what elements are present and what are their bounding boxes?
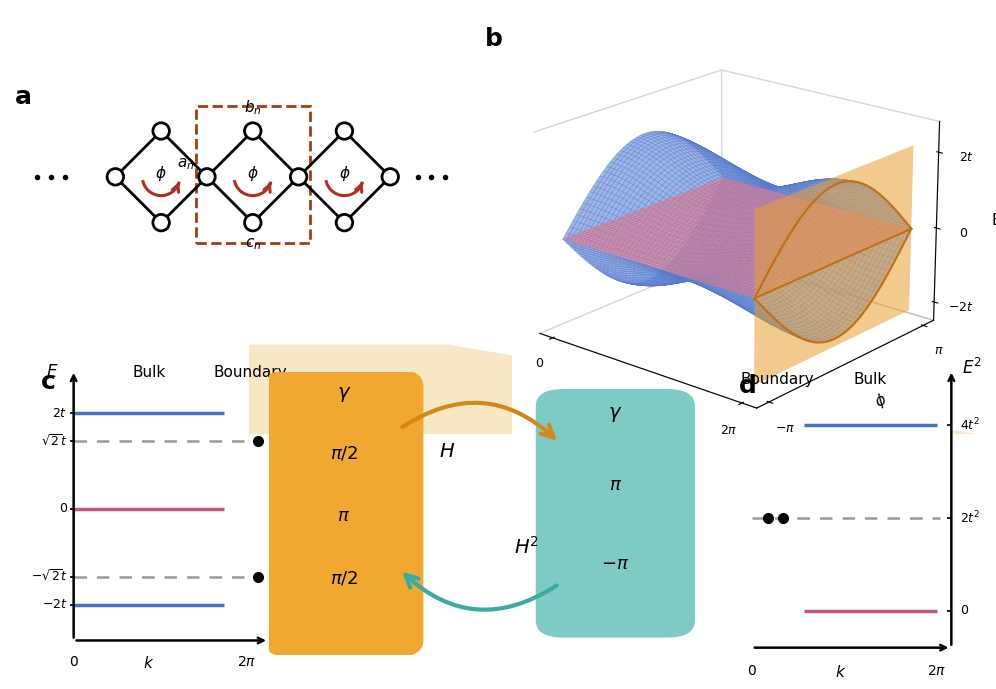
Circle shape (108, 169, 124, 185)
Circle shape (337, 214, 353, 231)
Text: $\pi/2$: $\pi/2$ (330, 569, 358, 587)
Text: $2\pi$: $2\pi$ (237, 655, 256, 669)
Circle shape (337, 123, 353, 139)
Text: $0$: $0$ (960, 604, 969, 617)
Text: Boundary: Boundary (213, 365, 287, 380)
FancyArrowPatch shape (405, 575, 557, 610)
Text: Bulk: Bulk (854, 371, 886, 387)
Text: $2\pi$: $2\pi$ (927, 664, 946, 678)
Text: $\pi$: $\pi$ (609, 476, 622, 494)
Text: a: a (15, 85, 32, 109)
Text: 0: 0 (747, 664, 756, 678)
Text: $\sqrt{2}t$: $\sqrt{2}t$ (41, 433, 68, 449)
Circle shape (153, 123, 169, 139)
Text: $\phi$: $\phi$ (247, 164, 259, 183)
Text: d: d (738, 374, 756, 398)
Text: $-\sqrt{2}t$: $-\sqrt{2}t$ (31, 569, 68, 584)
Text: b: b (485, 27, 503, 51)
Text: $a_n$: $a_n$ (176, 156, 194, 172)
Text: $-2t$: $-2t$ (42, 598, 68, 611)
Text: $\phi$: $\phi$ (155, 164, 167, 183)
Text: $\phi$: $\phi$ (339, 164, 351, 183)
Circle shape (199, 169, 215, 185)
Text: $c_n$: $c_n$ (245, 236, 261, 252)
Circle shape (382, 169, 398, 185)
Text: $b_n$: $b_n$ (244, 99, 262, 117)
Text: 0: 0 (70, 655, 78, 669)
X-axis label: k: k (613, 402, 622, 418)
Text: Boundary: Boundary (741, 371, 815, 387)
Text: $\pi/2$: $\pi/2$ (330, 445, 358, 463)
Text: $4t^2$: $4t^2$ (960, 417, 980, 433)
Circle shape (153, 214, 169, 231)
Text: $\pi$: $\pi$ (338, 507, 351, 525)
Text: $k$: $k$ (835, 664, 847, 680)
Text: c: c (42, 370, 56, 394)
Text: $\gamma$: $\gamma$ (609, 405, 622, 424)
Text: $\gamma$: $\gamma$ (337, 385, 351, 404)
Text: Bulk: Bulk (132, 365, 165, 380)
Circle shape (245, 123, 261, 139)
Circle shape (245, 214, 261, 231)
FancyArrowPatch shape (402, 403, 554, 438)
Text: $2t$: $2t$ (53, 407, 68, 420)
Circle shape (291, 169, 307, 185)
FancyBboxPatch shape (264, 369, 423, 657)
Polygon shape (249, 344, 976, 434)
Text: $k$: $k$ (143, 655, 154, 671)
Bar (195, 106, 310, 243)
Text: $E$: $E$ (47, 363, 59, 381)
Y-axis label: $\phi$: $\phi$ (872, 389, 890, 411)
Text: $0$: $0$ (59, 502, 68, 515)
Text: $2t^2$: $2t^2$ (960, 510, 980, 526)
Text: $E^2$: $E^2$ (962, 358, 982, 378)
FancyBboxPatch shape (536, 389, 695, 637)
Text: $H$: $H$ (438, 442, 455, 461)
Text: $-\pi$: $-\pi$ (602, 555, 629, 573)
Text: $H^2$: $H^2$ (514, 536, 539, 558)
